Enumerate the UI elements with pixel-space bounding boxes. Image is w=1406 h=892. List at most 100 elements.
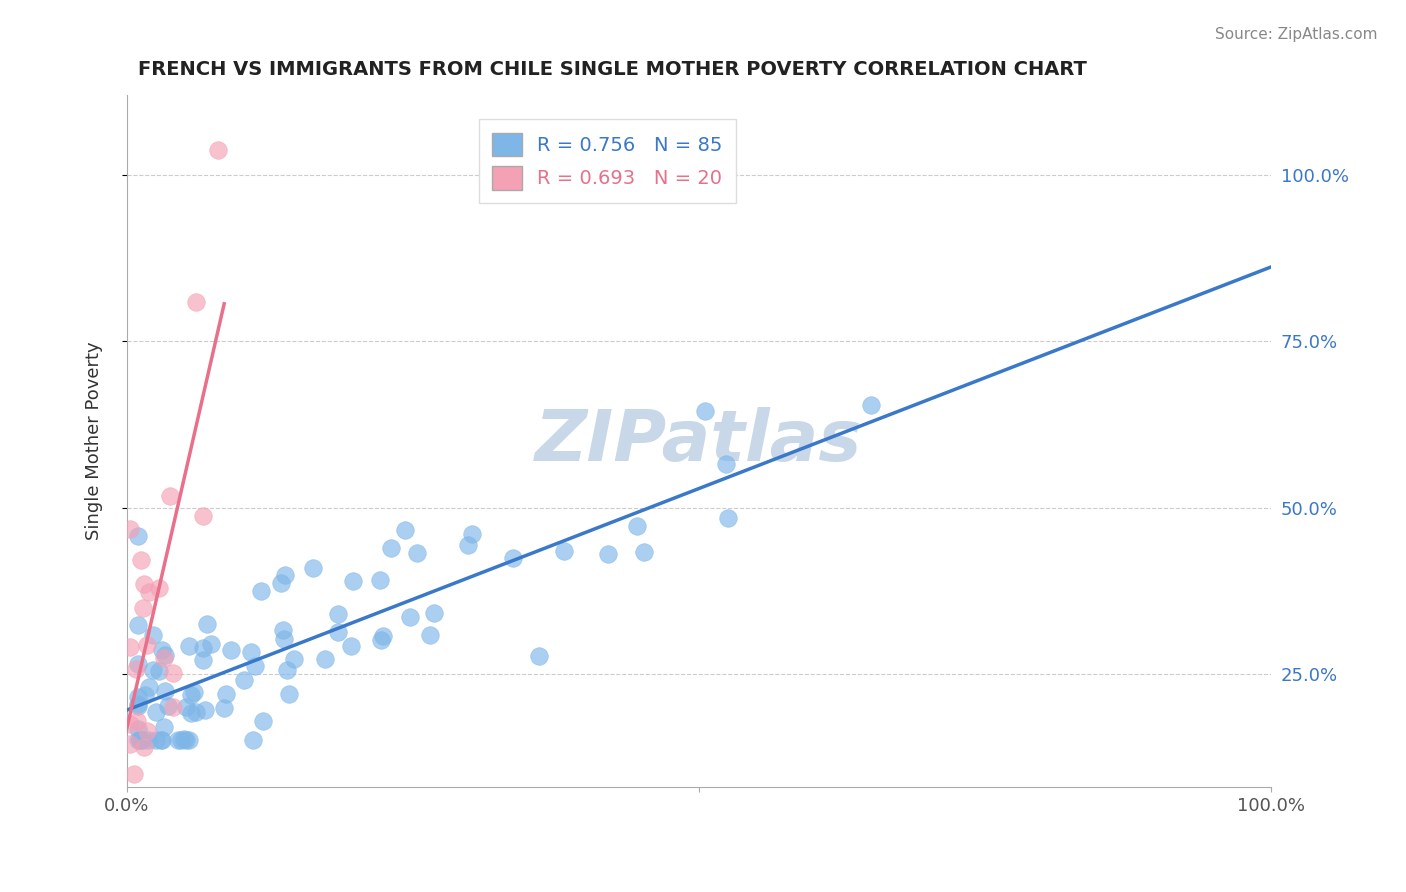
French: [252, 714, 274, 728]
French: [271, 623, 294, 637]
French: [150, 733, 173, 747]
French: [380, 541, 402, 556]
French: [173, 732, 195, 747]
French: [598, 547, 620, 561]
French: [179, 733, 201, 747]
Text: FRENCH VS IMMIGRANTS FROM CHILE SINGLE MOTHER POVERTY CORRELATION CHART: FRENCH VS IMMIGRANTS FROM CHILE SINGLE M…: [138, 60, 1087, 78]
French: [273, 632, 295, 646]
French: [368, 573, 391, 587]
Y-axis label: Single Mother Poverty: Single Mother Poverty: [86, 342, 103, 541]
French: [170, 733, 193, 747]
French: [127, 699, 149, 714]
French: [461, 526, 484, 541]
French: [127, 697, 149, 711]
French: [129, 733, 152, 747]
French: [191, 653, 214, 667]
French: [127, 733, 149, 747]
French: [184, 705, 207, 719]
French: [180, 688, 202, 702]
French: [370, 633, 392, 648]
French: [399, 610, 422, 624]
Immigrants from Chile: [159, 489, 181, 503]
French: [276, 663, 298, 677]
French: [145, 705, 167, 719]
Immigrants from Chile: [162, 700, 184, 714]
French: [179, 640, 201, 654]
French: [273, 567, 295, 582]
French: [419, 628, 441, 642]
French: [153, 648, 176, 663]
Immigrants from Chile: [120, 717, 142, 731]
Immigrants from Chile: [152, 651, 174, 665]
French: [127, 722, 149, 736]
French: [197, 616, 219, 631]
French: [191, 640, 214, 655]
French: [148, 664, 170, 678]
Text: Source: ZipAtlas.com: Source: ZipAtlas.com: [1215, 27, 1378, 42]
French: [527, 648, 550, 663]
French: [302, 560, 325, 574]
French: [626, 519, 648, 533]
French: [457, 538, 479, 552]
French: [127, 529, 149, 543]
Immigrants from Chile: [184, 294, 207, 309]
Immigrants from Chile: [193, 508, 215, 523]
French: [342, 574, 364, 589]
Immigrants from Chile: [162, 666, 184, 681]
Text: ZIPatlas: ZIPatlas: [536, 407, 863, 475]
French: [553, 544, 575, 558]
French: [150, 643, 173, 657]
Immigrants from Chile: [120, 737, 142, 751]
Immigrants from Chile: [132, 739, 155, 754]
French: [340, 639, 363, 653]
French: [174, 733, 197, 747]
Immigrants from Chile: [134, 577, 156, 591]
Immigrants from Chile: [132, 601, 155, 615]
French: [138, 680, 160, 694]
French: [242, 733, 264, 747]
Immigrants from Chile: [125, 714, 148, 728]
French: [156, 699, 179, 714]
French: [142, 628, 165, 642]
Immigrants from Chile: [125, 662, 148, 676]
French: [371, 629, 394, 643]
French: [250, 583, 273, 598]
French: [859, 398, 882, 412]
French: [167, 733, 190, 747]
French: [129, 733, 152, 747]
French: [314, 651, 336, 665]
French: [270, 576, 292, 591]
French: [212, 701, 235, 715]
French: [142, 663, 165, 677]
French: [502, 551, 524, 566]
French: [633, 545, 655, 559]
Immigrants from Chile: [120, 522, 142, 536]
French: [127, 690, 149, 705]
Legend: R = 0.756   N = 85, R = 0.693   N = 20: R = 0.756 N = 85, R = 0.693 N = 20: [479, 119, 737, 203]
French: [127, 657, 149, 671]
French: [153, 683, 176, 698]
French: [326, 624, 349, 639]
French: [136, 733, 159, 747]
French: [180, 706, 202, 720]
Immigrants from Chile: [135, 723, 157, 738]
French: [239, 645, 262, 659]
French: [328, 607, 350, 621]
French: [278, 687, 301, 701]
French: [406, 545, 429, 559]
French: [243, 659, 266, 673]
French: [150, 733, 173, 747]
Immigrants from Chile: [129, 552, 152, 566]
French: [200, 637, 222, 651]
French: [134, 688, 156, 702]
French: [717, 510, 740, 524]
French: [233, 673, 256, 687]
French: [221, 643, 243, 657]
Immigrants from Chile: [120, 640, 142, 654]
French: [153, 720, 176, 734]
Immigrants from Chile: [138, 585, 160, 599]
French: [194, 703, 217, 717]
Immigrants from Chile: [122, 766, 145, 780]
French: [145, 733, 167, 747]
Immigrants from Chile: [148, 581, 170, 595]
